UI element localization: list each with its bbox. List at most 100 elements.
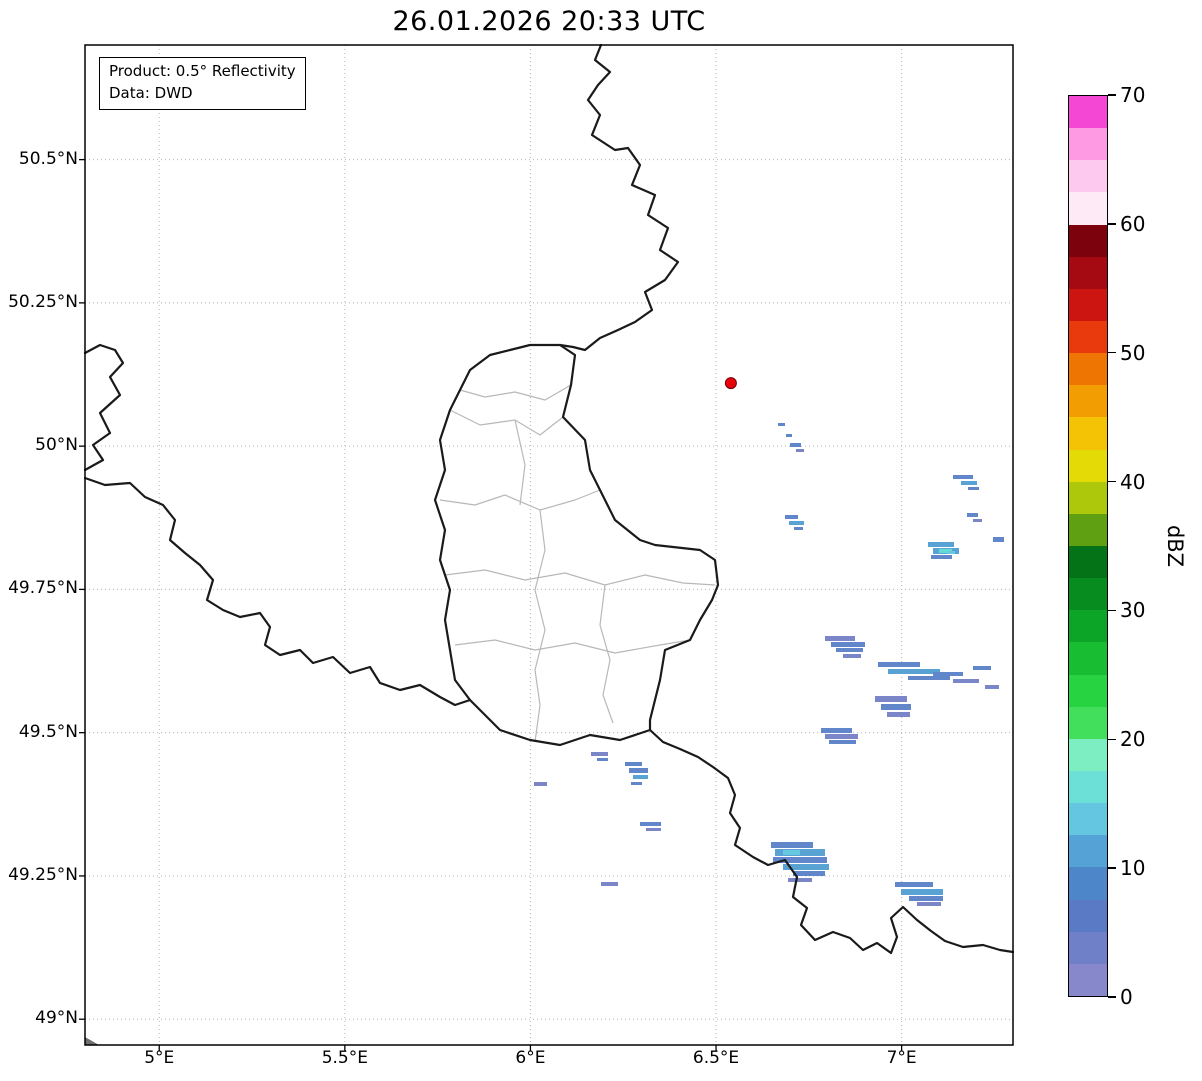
colorbar-segment (1069, 674, 1107, 707)
colorbar-segment (1069, 385, 1107, 418)
radar-echo (786, 434, 792, 437)
radar-echo (771, 842, 813, 848)
colorbar-segment (1069, 128, 1107, 161)
colorbar-tickmark (1108, 223, 1116, 225)
district-border (534, 509, 546, 743)
radar-echo (773, 857, 827, 863)
radar-echo (821, 728, 852, 733)
colorbar-segment (1069, 899, 1107, 932)
y-axis-tick-label: 49.5°N (18, 721, 78, 742)
radar-echo (887, 712, 910, 717)
colorbar-segment (1069, 96, 1107, 129)
colorbar-tickmark (1108, 738, 1116, 740)
radar-echo (875, 696, 907, 702)
radar-echo (597, 758, 608, 761)
radar-echo (968, 487, 979, 490)
colorbar-segment (1069, 160, 1107, 193)
y-axis-tick-label: 50°N (35, 435, 78, 456)
radar-echo (825, 734, 858, 739)
colorbar-tickmark (1108, 480, 1116, 483)
radar-echo (625, 762, 642, 766)
radar-echo (783, 850, 800, 855)
colorbar-segment (1069, 192, 1107, 225)
radar-echo (646, 828, 661, 831)
radar-echo (790, 443, 801, 447)
colorbar-segment (1069, 738, 1107, 772)
colorbar-segment (1069, 321, 1107, 354)
radar-echo (953, 475, 973, 479)
radar-echo (633, 775, 648, 779)
colorbar (1068, 95, 1108, 997)
colorbar-tick-label: 20 (1120, 727, 1146, 752)
colorbar-segment (1069, 481, 1107, 514)
y-axis-tick-label: 50.25°N (8, 291, 78, 312)
radar-echo (836, 648, 863, 652)
radar-echo (931, 555, 952, 559)
colorbar-segment (1069, 610, 1107, 643)
radar-echo (788, 878, 812, 882)
radar-echo (939, 549, 952, 553)
radar-echo (783, 864, 829, 870)
info-data-source: Data: DWD (109, 83, 193, 102)
country-border (433, 343, 720, 747)
radar-echo (601, 882, 618, 886)
radar-echo (973, 519, 982, 522)
radar-echo (794, 527, 803, 530)
colorbar-tick-label: 10 (1120, 856, 1146, 881)
radar-echo (985, 685, 999, 689)
y-axis-tick-label: 49.75°N (8, 578, 78, 599)
radar-echo (947, 551, 955, 554)
radar-echo (591, 752, 608, 756)
colorbar-segment (1069, 256, 1107, 289)
colorbar-segment (1069, 642, 1107, 675)
colorbar-tickmark (1108, 352, 1116, 354)
radar-site-marker (724, 377, 737, 390)
figure-title: 26.01.2026 20:33 UTC (392, 6, 706, 37)
colorbar-segment (1069, 417, 1107, 450)
radar-echo (961, 481, 977, 485)
colorbar-tickmark (1108, 609, 1116, 612)
colorbar-segment (1069, 449, 1107, 482)
country-border (558, 43, 680, 352)
colorbar-segment (1069, 578, 1107, 611)
colorbar-tickmark (1108, 996, 1116, 998)
map-frame (84, 44, 1014, 1046)
colorbar-tick-label: 50 (1120, 340, 1146, 365)
map-corner-fragment (85, 1037, 99, 1045)
colorbar-segment (1069, 771, 1107, 804)
radar-echo (878, 662, 920, 667)
colorbar-axis-label: dBZ (1163, 524, 1187, 568)
colorbar-segment (1069, 224, 1107, 257)
radar-echo (967, 513, 978, 517)
colorbar-segment (1069, 513, 1107, 547)
district-border (514, 419, 526, 506)
radar-echo (928, 542, 954, 547)
radar-echo (908, 676, 950, 680)
radar-echo (993, 537, 1004, 542)
colorbar-segment (1069, 288, 1107, 322)
colorbar-segment (1069, 353, 1107, 386)
colorbar-segment (1069, 931, 1107, 964)
radar-echo (534, 782, 547, 786)
colorbar-tick-label: 40 (1120, 469, 1146, 494)
radar-echo (831, 642, 865, 647)
radar-echo (917, 902, 941, 906)
radar-echo (796, 449, 804, 452)
country-border (83, 476, 472, 707)
x-axis-tick-label: 5.5°E (321, 1048, 368, 1068)
radar-echo (631, 782, 642, 785)
colorbar-tick-label: 30 (1120, 598, 1146, 623)
colorbar-segment (1069, 546, 1107, 579)
country-border (83, 343, 125, 472)
colorbar-segment (1069, 835, 1107, 868)
radar-echo (888, 669, 940, 674)
radar-echo (785, 515, 798, 519)
colorbar-segment (1069, 706, 1107, 739)
radar-echo (953, 679, 979, 683)
colorbar-tickmark (1108, 94, 1116, 96)
district-border (459, 384, 572, 401)
colorbar-tickmark (1108, 867, 1116, 869)
radar-echo (789, 521, 804, 525)
radar-echo (973, 666, 991, 670)
radar-echo (825, 636, 855, 641)
